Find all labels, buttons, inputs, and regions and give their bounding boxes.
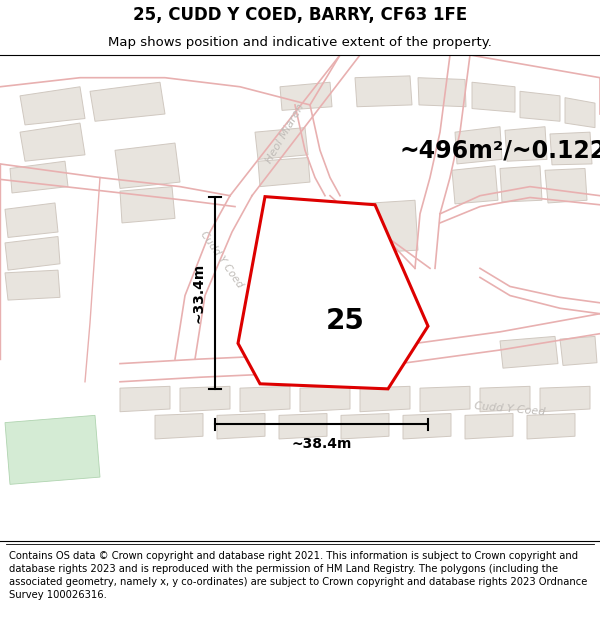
Polygon shape (300, 386, 350, 412)
Polygon shape (355, 76, 412, 107)
Polygon shape (238, 197, 428, 389)
Polygon shape (452, 166, 498, 204)
Text: ~33.4m: ~33.4m (192, 262, 206, 323)
Polygon shape (5, 270, 60, 300)
Polygon shape (180, 386, 230, 412)
Text: Heol Miaren: Heol Miaren (264, 102, 306, 166)
Text: 25: 25 (326, 307, 365, 335)
Text: ~38.4m: ~38.4m (292, 438, 352, 451)
Text: Cudd Y Coed: Cudd Y Coed (199, 229, 245, 289)
Polygon shape (255, 127, 308, 159)
Polygon shape (545, 169, 587, 203)
Polygon shape (258, 158, 310, 187)
Polygon shape (5, 416, 100, 484)
Polygon shape (505, 127, 547, 161)
Polygon shape (279, 414, 327, 439)
Polygon shape (500, 166, 542, 202)
Text: 25, CUDD Y COED, BARRY, CF63 1FE: 25, CUDD Y COED, BARRY, CF63 1FE (133, 6, 467, 24)
Text: ~496m²/~0.122ac.: ~496m²/~0.122ac. (400, 138, 600, 162)
Polygon shape (455, 127, 502, 164)
Polygon shape (465, 414, 513, 439)
Polygon shape (120, 386, 170, 412)
Polygon shape (418, 78, 466, 107)
Polygon shape (500, 336, 558, 368)
Polygon shape (360, 386, 410, 412)
Polygon shape (420, 386, 470, 412)
Polygon shape (90, 82, 165, 121)
Polygon shape (345, 200, 418, 254)
Text: Cudd Y Coed: Cudd Y Coed (474, 401, 546, 417)
Text: Contains OS data © Crown copyright and database right 2021. This information is : Contains OS data © Crown copyright and d… (9, 551, 587, 601)
Polygon shape (240, 386, 290, 412)
Polygon shape (520, 91, 560, 121)
Polygon shape (565, 98, 595, 128)
Polygon shape (115, 143, 180, 188)
Polygon shape (527, 414, 575, 439)
Polygon shape (217, 414, 265, 439)
Polygon shape (540, 386, 590, 412)
Polygon shape (560, 336, 597, 366)
Polygon shape (472, 82, 515, 112)
Polygon shape (10, 161, 68, 193)
Text: Map shows position and indicative extent of the property.: Map shows position and indicative extent… (108, 36, 492, 49)
Polygon shape (5, 236, 60, 270)
Polygon shape (341, 414, 389, 439)
Polygon shape (403, 414, 451, 439)
Polygon shape (120, 187, 175, 223)
Polygon shape (550, 132, 592, 165)
Polygon shape (155, 414, 203, 439)
Polygon shape (20, 87, 85, 125)
Polygon shape (480, 386, 530, 412)
Polygon shape (5, 203, 58, 238)
Polygon shape (280, 82, 332, 111)
Polygon shape (20, 123, 85, 161)
